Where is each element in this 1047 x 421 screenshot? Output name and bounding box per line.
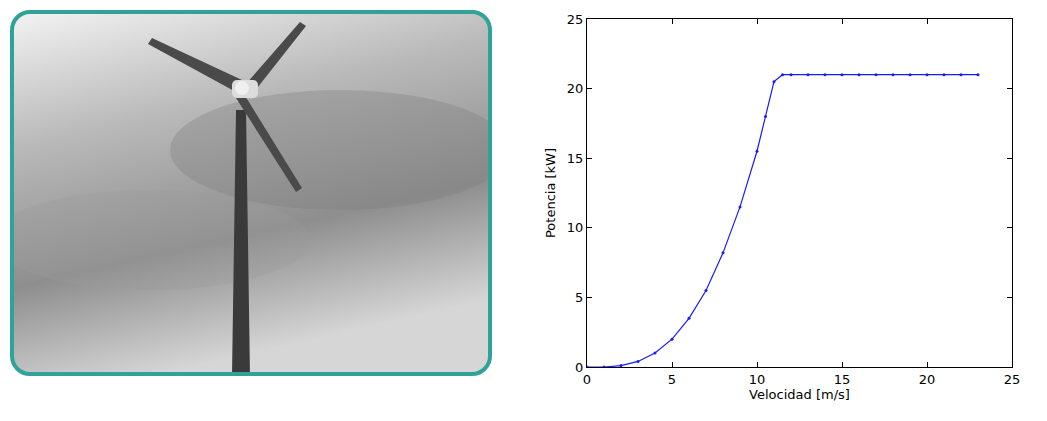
svg-text:20: 20: [567, 81, 584, 96]
svg-text:Velocidad [m/s]: Velocidad [m/s]: [749, 387, 850, 402]
svg-text:25: 25: [1004, 372, 1021, 387]
svg-text:Potencia [kW]: Potencia [kW]: [543, 148, 558, 238]
svg-text:0: 0: [583, 372, 591, 387]
svg-text:5: 5: [668, 372, 676, 387]
svg-text:5: 5: [575, 290, 583, 305]
svg-text:25: 25: [567, 12, 584, 27]
svg-text:15: 15: [567, 151, 584, 166]
svg-text:0: 0: [575, 360, 583, 375]
svg-text:20: 20: [919, 372, 936, 387]
svg-text:10: 10: [567, 220, 584, 235]
svg-text:15: 15: [834, 372, 851, 387]
svg-text:10: 10: [749, 372, 766, 387]
